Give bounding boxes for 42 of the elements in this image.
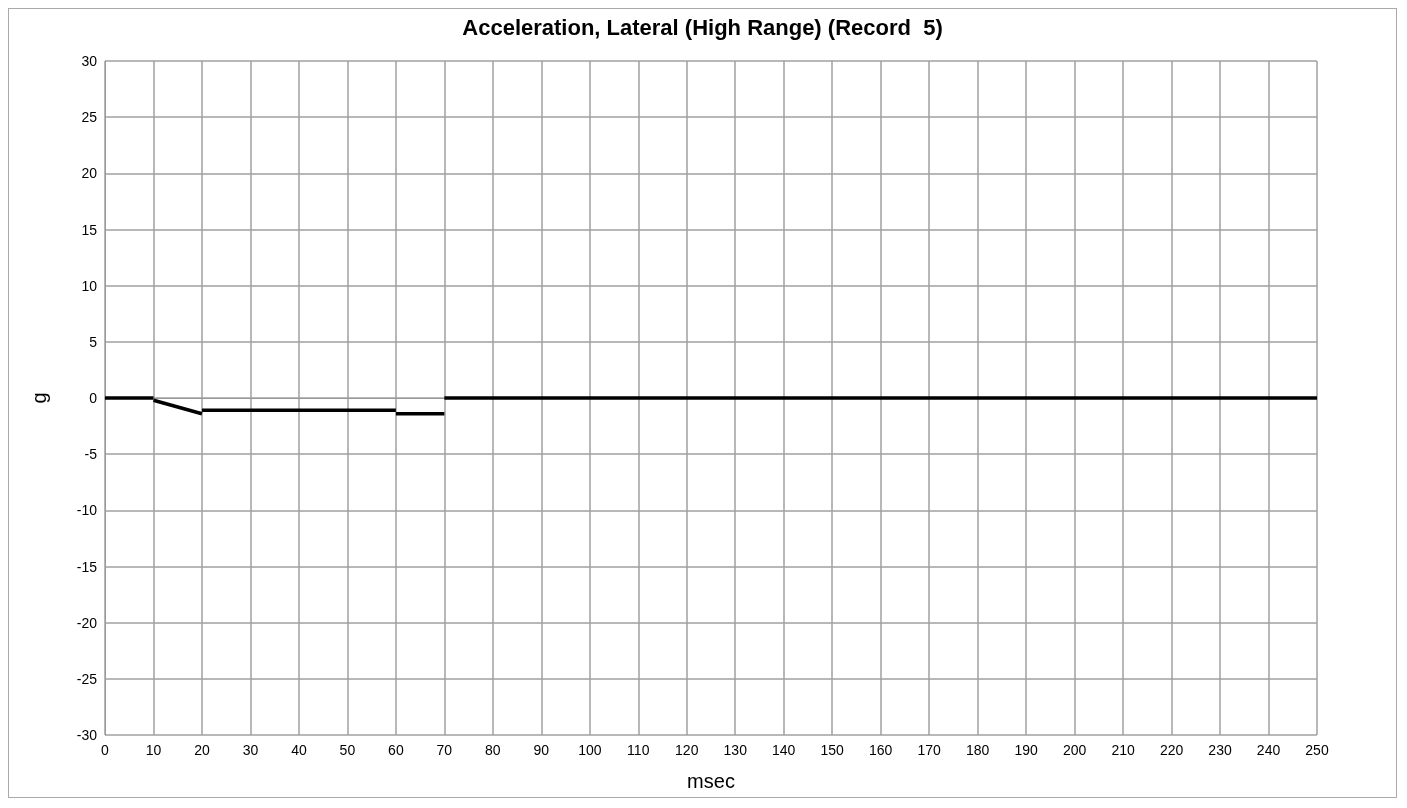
y-tick-label: 5: [89, 333, 98, 350]
x-tick-label: 120: [675, 742, 699, 758]
x-tick-label: 210: [1111, 742, 1135, 758]
x-tick-label: 60: [388, 742, 404, 758]
y-tick-label: -25: [76, 670, 98, 687]
y-tick-label: 15: [81, 221, 98, 238]
x-tick-label: 110: [627, 742, 650, 758]
x-tick-label: 180: [965, 742, 990, 758]
y-tick-label: 0: [89, 390, 98, 406]
x-axis-title: msec: [687, 770, 735, 792]
x-tick-label: 100: [578, 742, 602, 758]
x-tick-label: 30: [242, 742, 259, 758]
x-tick-label: 240: [1256, 742, 1281, 758]
x-tick-label: 220: [1159, 742, 1184, 758]
y-tick-label: -30: [76, 727, 98, 743]
y-tick-label: -10: [76, 502, 98, 519]
x-tick-label: 0: [101, 742, 110, 758]
x-tick-label: 170: [917, 742, 942, 758]
y-tick-label: -20: [76, 614, 98, 631]
y-tick-label: 20: [81, 165, 98, 182]
y-axis-title: g: [28, 392, 50, 404]
x-tick-label: 80: [485, 742, 501, 758]
x-tick-label: 150: [820, 742, 845, 758]
x-tick-label: 190: [1014, 742, 1039, 758]
x-tick-label: 70: [436, 742, 453, 758]
x-tick-label: 40: [291, 742, 307, 758]
x-tick-label: 250: [1305, 742, 1329, 758]
y-tick-label: 30: [81, 53, 98, 69]
x-tick-label: 130: [723, 742, 748, 758]
x-tick-label: 50: [339, 742, 356, 758]
x-tick-label: 140: [772, 742, 796, 758]
y-tick-label: 25: [81, 109, 98, 126]
y-tick-label: 10: [81, 277, 98, 294]
x-tick-label: 90: [533, 742, 550, 758]
x-tick-label: 230: [1208, 742, 1232, 758]
y-tick-label: -15: [76, 558, 98, 575]
chart-title: Acceleration, Lateral (High Range) (Record 5): [462, 14, 943, 40]
x-tick-label: 20: [194, 742, 210, 758]
y-tick-label: -5: [84, 446, 98, 463]
x-tick-label: 160: [869, 742, 893, 758]
x-tick-label: 200: [1062, 742, 1087, 758]
x-tick-label: 10: [145, 742, 162, 758]
